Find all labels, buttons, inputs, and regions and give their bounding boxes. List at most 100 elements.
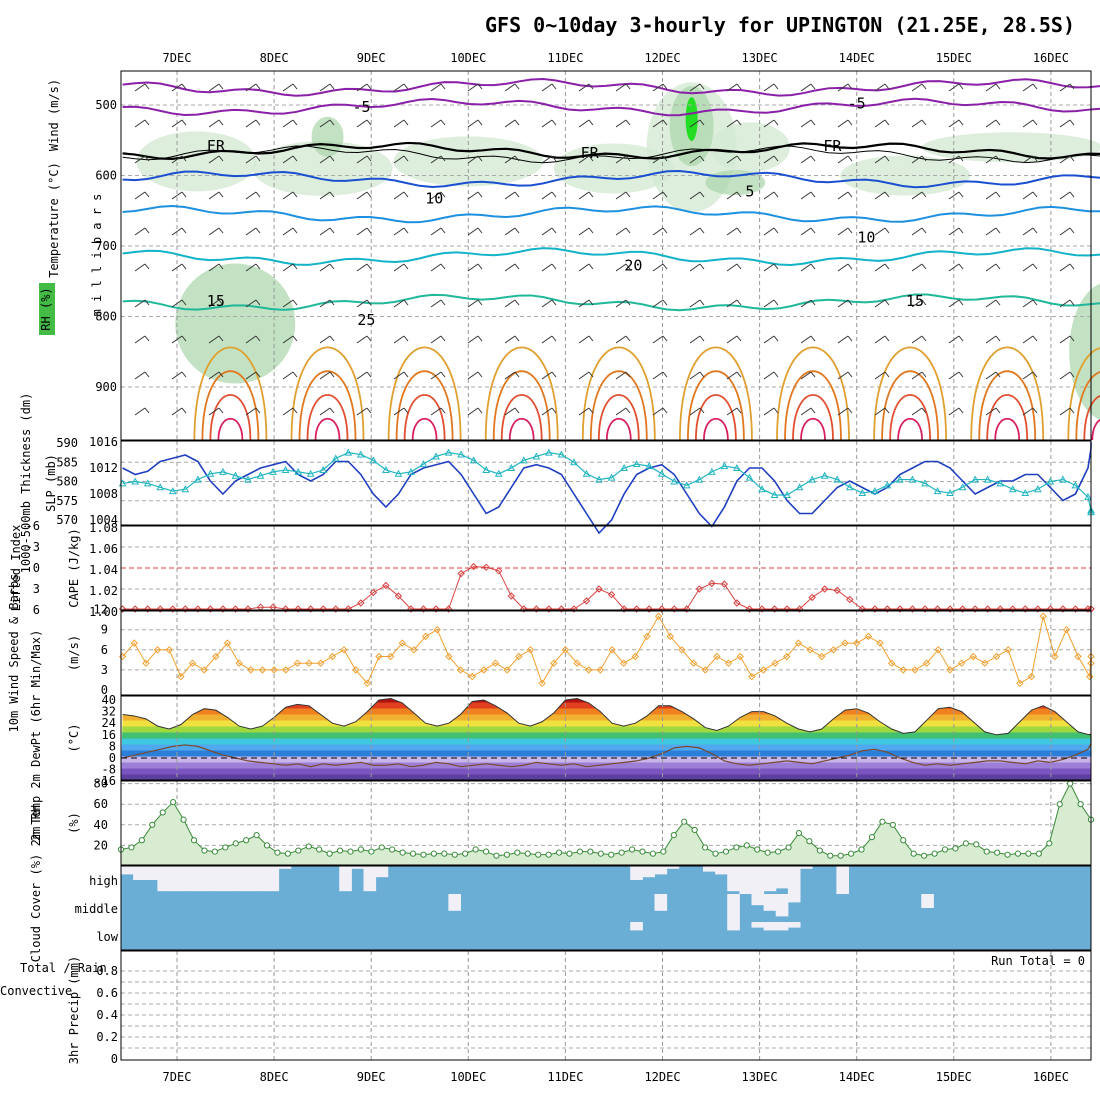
cloud-cell-high: [775, 866, 789, 889]
rh-point: [733, 844, 740, 851]
wind-barb: [181, 335, 187, 342]
rh-point: [994, 849, 1001, 856]
wind-barb: [1022, 371, 1034, 380]
date-label-top: 12DEC: [644, 51, 680, 65]
wind-barb: [773, 191, 779, 198]
wind-barb: [662, 227, 668, 234]
wind-speed-series-point: [1039, 612, 1047, 621]
thickness-series-point: [482, 465, 491, 473]
wind-barb: [134, 227, 146, 236]
wind-barb: [430, 119, 442, 128]
wind-speed-series-point: [584, 666, 593, 674]
wind-barb: [699, 227, 705, 234]
wind-barb: [144, 227, 150, 234]
wind-barb: [245, 191, 257, 200]
wind-barb: [1069, 299, 1075, 306]
wind-barb: [689, 83, 701, 92]
heating-contour: [873, 346, 948, 441]
pressure-tick: 500: [95, 98, 117, 112]
wind-barb: [356, 335, 368, 344]
wind-barb: [218, 407, 224, 414]
heating-contour: [193, 346, 268, 441]
wind-barb: [218, 263, 224, 270]
li-series-point: [1021, 605, 1029, 613]
rh-point: [514, 849, 521, 856]
thickness-series-point: [908, 475, 917, 483]
thickness-tick: 585: [56, 455, 78, 469]
wind-barb: [652, 407, 664, 416]
wind-speed-series-point: [200, 666, 208, 674]
wind-speed-series-point: [258, 666, 267, 674]
rh-point: [670, 832, 677, 839]
cloud-axis-label: Cloud Cover (%): [29, 854, 43, 962]
li-series-point: [708, 579, 716, 588]
wind-barb: [356, 407, 368, 416]
wind-barb: [763, 407, 775, 416]
li-series-point: [419, 605, 428, 613]
heating-contour: [679, 346, 753, 441]
contour-label: -5: [352, 98, 370, 116]
wind-barb: [430, 299, 442, 308]
rh-point: [868, 834, 876, 841]
wind-barb: [837, 407, 849, 416]
li-series-point: [720, 580, 729, 588]
wind-barb: [995, 335, 1001, 342]
wind-barb: [726, 227, 738, 236]
wind-speed-series-point: [1016, 679, 1024, 688]
slp-series: [122, 442, 1092, 535]
thickness-series-point: [921, 479, 929, 487]
date-label-bottom: 7DEC: [163, 1070, 192, 1084]
wind-barb: [403, 119, 409, 126]
wind-barb: [292, 371, 298, 378]
wind-barb: [477, 263, 483, 270]
cape-li-panel: -6 -3 0 3 6 1.00 1.02 1.04 1.06 1.08 Lifted Index C…: [9, 519, 1095, 619]
wind-barb: [282, 407, 294, 416]
wind-barb: [282, 299, 294, 308]
wind-barb: [948, 119, 960, 128]
wind-barb: [689, 119, 701, 128]
precip-tick: 0.6: [96, 986, 118, 1000]
wind-barb: [995, 83, 1001, 90]
li-series-point: [143, 605, 152, 613]
cloud-cell-middle: [727, 894, 740, 922]
wind-barb: [551, 299, 557, 306]
wind-barb: [514, 335, 520, 342]
thickness-series-point: [745, 473, 754, 481]
wind-barb: [921, 155, 927, 162]
cape-frame: [120, 525, 1092, 611]
wind-speed-series-point: [1074, 652, 1082, 661]
li-series-point: [745, 605, 754, 613]
rh-point: [159, 809, 166, 816]
wind-barb: [292, 191, 298, 198]
temp-band: [121, 774, 1091, 780]
date-label-bottom: 16DEC: [1033, 1070, 1069, 1084]
wind-barb: [847, 227, 853, 234]
wind-barb: [921, 119, 927, 126]
li-series-point: [357, 599, 365, 607]
rh-point: [910, 850, 917, 857]
wind-barb: [329, 263, 335, 270]
wind-barb: [171, 119, 183, 128]
precip-axis-label: 3hr Precip (mm): [67, 956, 81, 1064]
wind-barb: [366, 371, 372, 378]
heating-contour: [605, 418, 632, 441]
wind-speed-series-point: [771, 659, 779, 667]
heating-contour: [1091, 419, 1100, 441]
wind-barb: [837, 335, 849, 344]
wind-barb: [1069, 335, 1075, 342]
wind-barb: [884, 335, 890, 342]
wind-barb: [1022, 227, 1034, 236]
cloud-cell-high: [787, 866, 801, 894]
wind-barb: [319, 263, 331, 272]
wind-barb: [366, 299, 372, 306]
thickness-series-point: [996, 479, 1005, 487]
wind-barb: [430, 83, 442, 92]
wind-barb: [652, 119, 664, 128]
cloud-cell-high: [181, 866, 195, 892]
wind-barb: [134, 191, 146, 200]
wind-barb: [958, 335, 964, 342]
wind-barb: [1059, 227, 1071, 236]
wind-barb: [837, 299, 849, 308]
wind-barb: [689, 191, 701, 200]
